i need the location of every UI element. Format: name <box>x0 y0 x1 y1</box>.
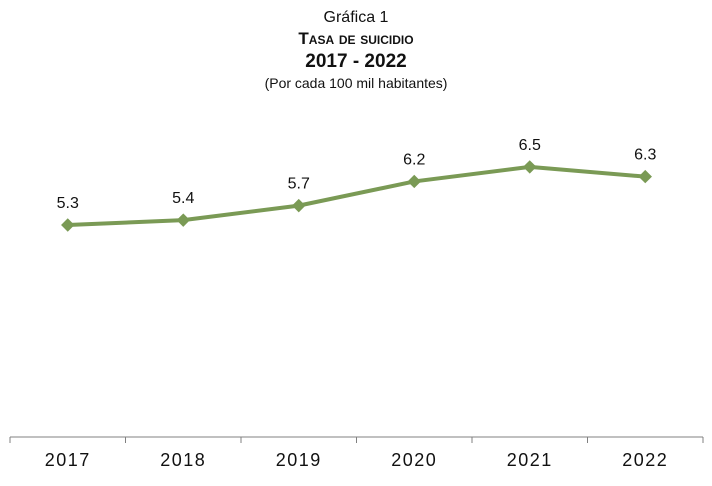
data-point-2021 <box>523 160 537 174</box>
chart-titles: Gráfica 1 Tasa de suicidio 2017 - 2022 (… <box>0 8 712 92</box>
x-tick-label-2022: 2022 <box>622 450 668 470</box>
chart-period: 2017 - 2022 <box>305 51 407 72</box>
series-line <box>65 164 648 227</box>
chart-subtitle: (Por cada 100 mil habitantes) <box>264 75 448 91</box>
data-point-2019 <box>292 198 306 213</box>
data-label-2021: 6.5 <box>519 137 541 154</box>
data-point-2020 <box>407 174 421 189</box>
x-tick-label-2021: 2021 <box>507 450 553 470</box>
x-tick-label-2020: 2020 <box>391 450 437 470</box>
data-label-2020: 6.2 <box>403 151 425 168</box>
data-point-2017 <box>61 218 75 232</box>
x-axis: 2017 2018 2019 2020 2021 2022 <box>9 436 704 470</box>
chart-title: Tasa de suicidio <box>298 29 414 48</box>
x-tick-label-2018: 2018 <box>160 450 206 470</box>
data-label-2019: 5.7 <box>288 176 310 193</box>
data-point-2022 <box>638 169 652 184</box>
chart-figure-label: Gráfica 1 <box>323 9 389 26</box>
series-group <box>61 160 652 232</box>
x-tick-label-2019: 2019 <box>276 450 322 470</box>
data-label-2018: 5.4 <box>172 190 194 207</box>
x-tick-label-2017: 2017 <box>45 450 91 470</box>
data-point-2018 <box>176 213 190 227</box>
data-label-2022: 6.3 <box>634 147 656 164</box>
data-labels: 5.3 5.4 5.7 6.2 6.5 6.3 <box>57 137 657 212</box>
data-label-2017: 5.3 <box>57 195 79 212</box>
